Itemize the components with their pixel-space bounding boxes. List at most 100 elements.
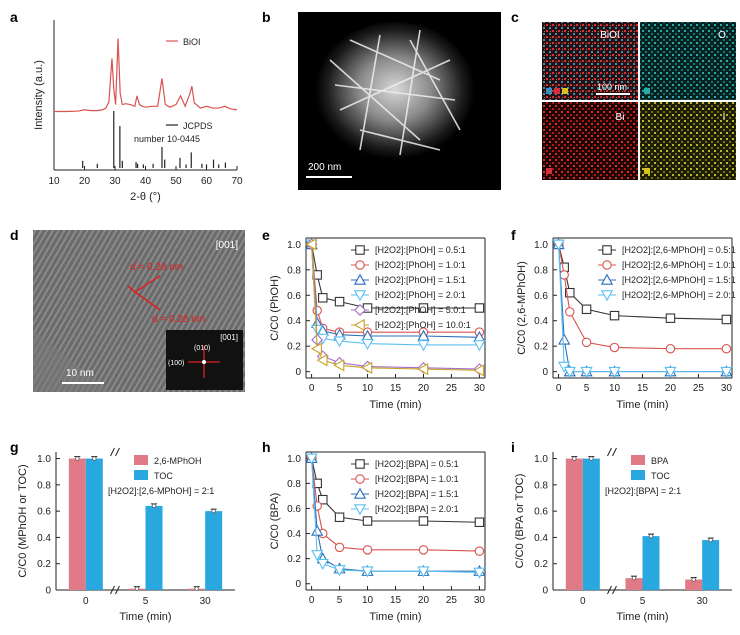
legend-label: [H2O2]:[PhOH] = 2.0:1 bbox=[375, 290, 466, 300]
y-axis-label: Intensity (a.u.) bbox=[33, 60, 45, 130]
data-point bbox=[418, 516, 429, 526]
sem-image: 200 nm bbox=[298, 12, 501, 190]
chart-h: 0 5 10 15 20 25 30 0 0.2 0.4 0.6 0.8 1.0 Time (min) C/… bbox=[269, 451, 486, 623]
series-line bbox=[311, 244, 480, 333]
axis-break bbox=[607, 585, 617, 595]
data-point bbox=[417, 566, 430, 578]
bar bbox=[642, 536, 660, 590]
data-point bbox=[665, 313, 676, 323]
data-point bbox=[581, 304, 592, 315]
data-point bbox=[474, 546, 485, 556]
data-point bbox=[552, 239, 565, 251]
legend-marker bbox=[353, 318, 365, 332]
legend-label: BPA bbox=[651, 456, 668, 466]
x-tick-label: 30 bbox=[109, 176, 121, 187]
x-tick-label: 20 bbox=[418, 595, 430, 606]
bar bbox=[565, 458, 583, 590]
x-tick-label: 25 bbox=[446, 595, 458, 606]
data-point bbox=[333, 336, 346, 348]
legend-marker bbox=[602, 245, 612, 255]
eds-maps: BiOI O Bi I 100 nm bbox=[542, 22, 736, 180]
data-point bbox=[664, 366, 677, 378]
chart-g: 0 0.2 0.4 0.6 0.8 1.0 0 5 30 Time (min) C/C0 (MPhO… bbox=[17, 447, 235, 623]
y-tick-label: 0.4 bbox=[534, 316, 548, 327]
y-tick-label: 0.6 bbox=[534, 291, 548, 302]
y-tick-label: 0.4 bbox=[37, 533, 51, 544]
x-axis-label: Time (min) bbox=[369, 611, 421, 623]
x-tick-label: 30 bbox=[474, 383, 486, 394]
panel-letter-a: a bbox=[10, 9, 18, 25]
data-point bbox=[559, 270, 569, 280]
legend-label: [H2O2]:[PhOH] = 5.0:1 bbox=[375, 305, 466, 315]
replicate-point bbox=[708, 537, 713, 543]
x-tick-label: 15 bbox=[637, 383, 649, 394]
x-tick-label: 50 bbox=[170, 176, 182, 187]
data-point bbox=[474, 303, 485, 313]
x-axis-label: 2-θ (°) bbox=[130, 191, 161, 203]
legend-label: [H2O2]:[2,6-MPhOH] = 1.0:1 bbox=[622, 260, 736, 270]
x-tick-label: 0 bbox=[83, 596, 89, 607]
bar bbox=[625, 578, 643, 590]
y-axis-label: C/C0 (BPA) bbox=[269, 493, 281, 550]
legend-swatch bbox=[631, 470, 645, 480]
y-tick-label: 1.0 bbox=[534, 240, 548, 251]
sem-scale-label: 200 nm bbox=[308, 162, 341, 173]
y-tick-label: 0.2 bbox=[37, 559, 51, 570]
legend-label: number 10-0445 bbox=[134, 134, 200, 144]
x-tick-label: 0 bbox=[580, 596, 586, 607]
x-tick-label: 5 bbox=[337, 383, 343, 394]
legend-swatch bbox=[631, 455, 645, 465]
x-tick-label: 25 bbox=[446, 383, 458, 394]
eds-label-bi: Bi bbox=[616, 112, 625, 123]
x-tick-label: 10 bbox=[609, 383, 621, 394]
replicate-point bbox=[572, 456, 577, 461]
x-tick-label: 5 bbox=[337, 595, 343, 606]
panel-letter-f: f bbox=[511, 227, 516, 243]
bar bbox=[85, 458, 103, 590]
chart-annotation: [H2O2]:[2,6-MPhOH] = 2:1 bbox=[108, 486, 214, 496]
data-point bbox=[361, 566, 374, 578]
hrtem-image: [001] d = 0.28 nm d = 0.28 nm 10 nm [001… bbox=[33, 230, 245, 392]
y-tick-label: 0.2 bbox=[534, 559, 548, 570]
bar bbox=[145, 505, 163, 590]
fft-label-010: (010) bbox=[194, 345, 210, 352]
legend-label: TOC bbox=[154, 471, 173, 481]
eds-tile-bi bbox=[542, 102, 638, 180]
data-point bbox=[333, 565, 346, 577]
hrtem-scale-label: 10 nm bbox=[66, 368, 94, 379]
legend-swatch bbox=[134, 470, 148, 480]
x-axis-label: Time (min) bbox=[119, 611, 171, 623]
y-tick-label: 0.4 bbox=[287, 316, 301, 327]
data-point bbox=[473, 340, 486, 352]
legend-label: [H2O2]:[BPA] = 1.5:1 bbox=[375, 489, 459, 499]
data-point bbox=[316, 354, 328, 367]
y-tick-label: 0 bbox=[542, 367, 548, 378]
data-point bbox=[333, 359, 345, 372]
legend-label: [H2O2]:[PhOH] = 1.0:1 bbox=[375, 260, 466, 270]
legend-label: [H2O2]:[PhOH] = 1.5:1 bbox=[375, 275, 466, 285]
data-point bbox=[665, 343, 676, 354]
legend-label: [H2O2]:[2,6-MPhOH] = 2.0:1 bbox=[622, 290, 736, 300]
y-tick-label: 0 bbox=[45, 586, 51, 597]
y-tick-label: 1.0 bbox=[287, 454, 301, 465]
data-point bbox=[311, 550, 324, 562]
data-point bbox=[310, 342, 322, 355]
y-tick-label: 0.8 bbox=[287, 265, 301, 276]
y-tick-label: 0.6 bbox=[287, 291, 301, 302]
y-axis-label: C/C0 (2,6-MPhOH) bbox=[516, 261, 528, 355]
chart-annotation: [H2O2]:[BPA] = 2:1 bbox=[605, 486, 681, 496]
axis-break bbox=[607, 447, 617, 457]
eds-label-o: O bbox=[718, 30, 726, 41]
legend-label: 2,6-MPhOH bbox=[154, 456, 202, 466]
x-tick-label: 40 bbox=[140, 176, 152, 187]
xrd-pattern bbox=[54, 38, 238, 113]
y-tick-label: 1.0 bbox=[534, 454, 548, 465]
data-point bbox=[418, 545, 429, 555]
fft-zone-axis: [001] bbox=[220, 333, 238, 342]
chart-a: 10 20 30 40 50 60 70 2-θ (°) Intensity (a.u.) BiO… bbox=[33, 20, 243, 203]
legend-label: JCPDS bbox=[183, 121, 213, 131]
panel-letter-c: c bbox=[511, 9, 519, 25]
y-tick-label: 0.4 bbox=[534, 533, 548, 544]
panel-letter-g: g bbox=[10, 439, 19, 455]
eds-scale-label: 100 nm bbox=[597, 82, 627, 92]
